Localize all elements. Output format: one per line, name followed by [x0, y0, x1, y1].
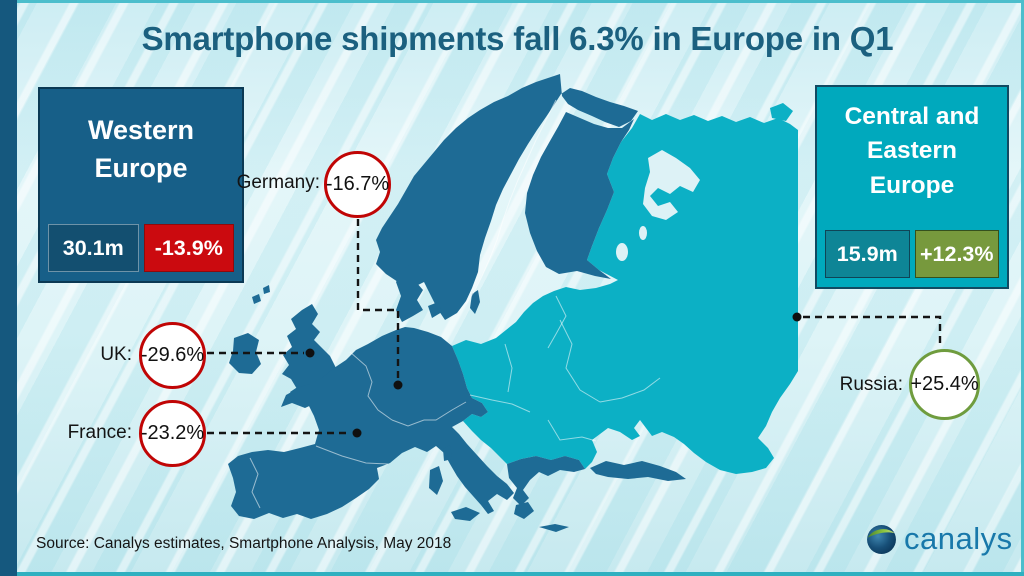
canalys-logo: canalys: [866, 521, 1013, 557]
callout-line-germany: [356, 219, 400, 380]
source-note: Source: Canalys estimates, Smartphone An…: [36, 535, 452, 552]
border-spain-portugal: [249, 457, 261, 509]
callout-label-france: France:: [67, 422, 132, 443]
canalys-wordmark: canalys: [904, 521, 1013, 556]
shipments-badge-central-eastern-europe: 15.9m: [825, 230, 910, 278]
growth-badge-central-eastern-europe: +12.3%: [914, 230, 999, 278]
border-poland-east: [504, 343, 513, 393]
growth-badge-western-europe: -13.9%: [143, 224, 234, 272]
region-name-western-europe: Western Europe: [87, 115, 195, 184]
map-island-arctic: [770, 103, 793, 121]
callout-circle-russia: +25.4%: [909, 349, 980, 420]
border-belarus-ukraine: [559, 319, 601, 403]
map-landmass-continent-west: [228, 327, 514, 519]
frame-right-line: [1021, 0, 1024, 576]
map-island-sardinia: [429, 466, 443, 495]
map-island-corsica: [443, 445, 452, 461]
shipments-badge-western-europe: 30.1m: [48, 224, 139, 272]
map-lake-ladoga: [616, 243, 628, 261]
border-alps: [391, 401, 467, 427]
callout-circle-germany: -16.7%: [324, 151, 391, 218]
frame-top-line: [17, 0, 1024, 3]
border-czech-slovakia-hungary: [469, 394, 531, 413]
frame-left-bar: [0, 0, 17, 576]
border-ukraine-russia: [599, 377, 661, 403]
border-france-spain: [315, 445, 389, 465]
callout-line-russia: [803, 315, 942, 348]
map-island-crete: [539, 524, 569, 532]
callout-label-germany: Germany:: [236, 172, 320, 193]
map-white-sea: [643, 150, 700, 220]
map-island-orkney: [252, 294, 261, 304]
callout-label-uk: UK:: [100, 344, 132, 365]
border-france-germany: [349, 351, 393, 421]
map-dot-france: [352, 428, 362, 438]
region-name-central-eastern-europe: Central and Eastern Europe: [844, 103, 980, 199]
map-island-shetland: [263, 285, 270, 294]
region-badges-western-europe: 30.1m -13.9%: [48, 224, 234, 272]
map-landmass-turkey: [590, 461, 686, 481]
border-norway-sweden: [465, 99, 557, 305]
map-dot-russia: [792, 312, 802, 322]
callout-circle-uk: -29.6%: [139, 322, 206, 389]
region-box-central-eastern-europe: Central and Eastern Europe 15.9m +12.3%: [815, 85, 1009, 289]
callout-circle-france: -23.2%: [139, 400, 206, 467]
callout-label-russia: Russia:: [839, 374, 903, 395]
map-landmass-denmark: [396, 262, 423, 322]
map-landmass-scandinavia: [376, 74, 638, 320]
map-lake-onega: [639, 226, 647, 240]
map-island-sicily: [451, 507, 480, 521]
canalys-globe-icon: [867, 524, 896, 554]
map-dot-uk: [305, 348, 315, 358]
border-romania-bulgaria: [547, 419, 597, 442]
map-landmass-finland: [525, 112, 634, 279]
map-peloponnese: [514, 502, 534, 519]
map-island-zealand: [428, 302, 442, 318]
region-box-western-europe: Western Europe 30.1m -13.9%: [38, 87, 244, 283]
border-baltics-russia: [547, 295, 567, 349]
frame-bottom-line: [17, 572, 1024, 576]
map-landmass-cee-russia: [452, 114, 798, 474]
map-island-gotland: [470, 290, 480, 314]
region-badges-central-eastern-europe: 15.9m +12.3%: [825, 230, 999, 278]
page-title: Smartphone shipments fall 6.3% in Europe…: [141, 20, 894, 57]
map-dot-germany: [393, 380, 403, 390]
map-landmass-greece: [507, 456, 585, 506]
